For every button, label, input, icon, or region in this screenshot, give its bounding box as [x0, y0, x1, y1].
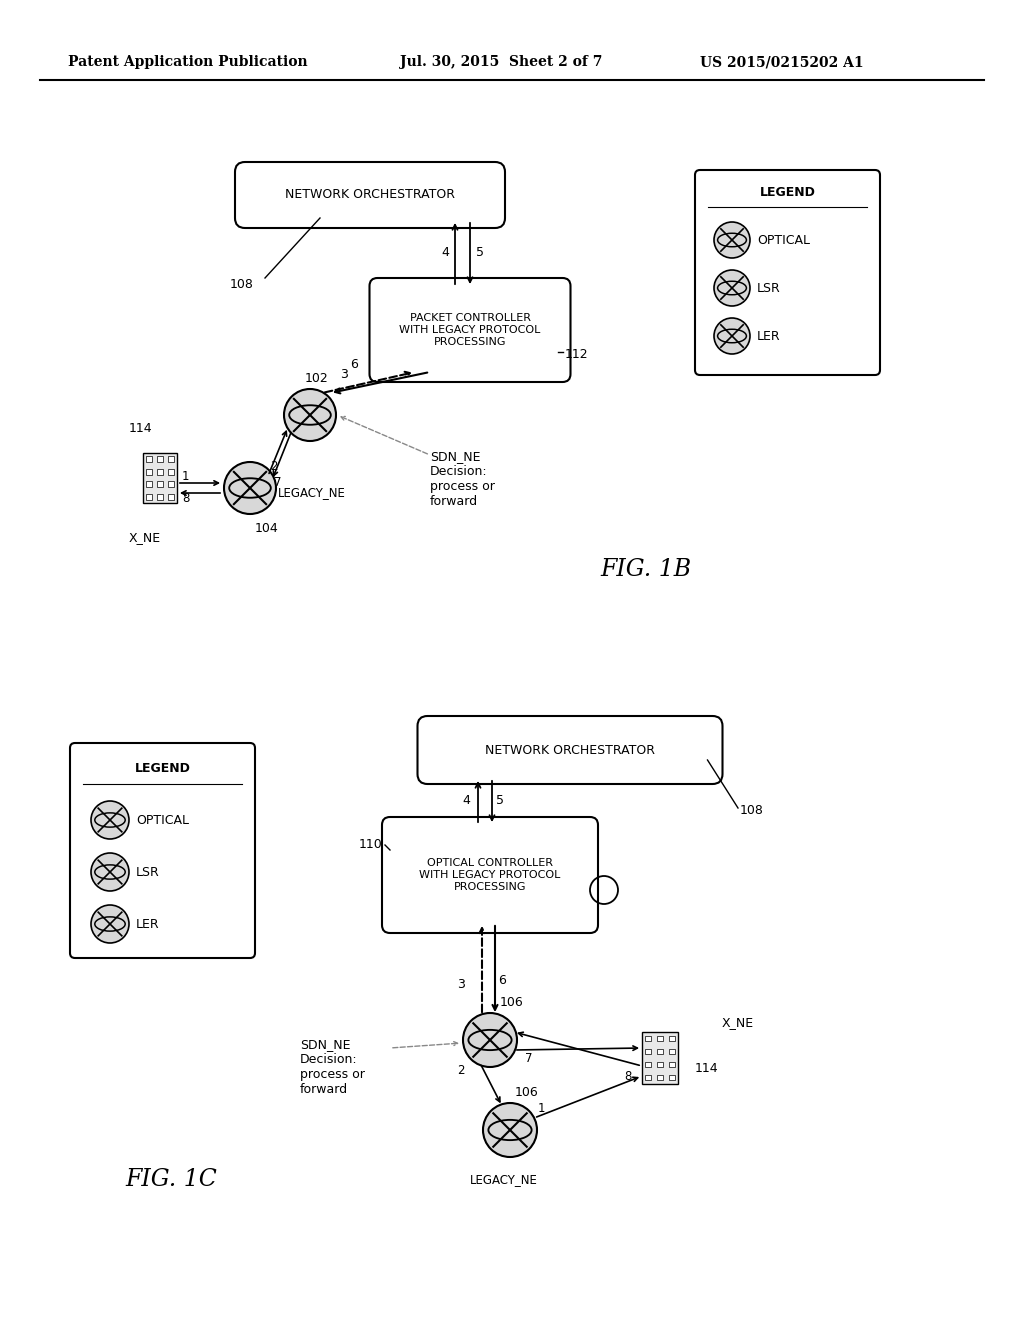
Text: LEGEND: LEGEND — [760, 186, 815, 199]
Text: 6: 6 — [350, 359, 357, 371]
Text: OPTICAL: OPTICAL — [136, 813, 189, 826]
Text: 5: 5 — [496, 793, 504, 807]
Text: 114: 114 — [695, 1061, 719, 1074]
Text: 3: 3 — [457, 978, 465, 991]
Text: X_NE: X_NE — [722, 1016, 754, 1030]
Text: 8: 8 — [182, 491, 189, 504]
Circle shape — [714, 271, 750, 306]
Circle shape — [483, 1104, 537, 1158]
Text: 2: 2 — [458, 1064, 465, 1077]
Bar — [143, 453, 177, 503]
Bar — [168, 457, 174, 462]
Bar — [157, 457, 163, 462]
Bar — [656, 1074, 664, 1081]
Text: 108: 108 — [740, 804, 764, 817]
Text: 1: 1 — [182, 470, 189, 483]
Text: 4: 4 — [462, 793, 470, 807]
Text: 104: 104 — [255, 521, 279, 535]
Bar — [669, 1036, 675, 1041]
Bar — [645, 1036, 651, 1041]
Text: OPTICAL CONTROLLER
WITH LEGACY PROTOCOL
PROCESSING: OPTICAL CONTROLLER WITH LEGACY PROTOCOL … — [419, 858, 561, 891]
Circle shape — [463, 1012, 517, 1067]
Circle shape — [714, 318, 750, 354]
Text: LER: LER — [757, 330, 780, 342]
Bar — [656, 1061, 664, 1068]
Text: LSR: LSR — [757, 281, 780, 294]
Text: LER: LER — [136, 917, 160, 931]
Text: 7: 7 — [525, 1052, 532, 1064]
Text: 102: 102 — [305, 372, 329, 385]
Text: 6: 6 — [498, 974, 506, 986]
FancyBboxPatch shape — [370, 279, 570, 381]
Bar — [669, 1048, 675, 1055]
Bar — [645, 1061, 651, 1068]
Text: 106: 106 — [500, 995, 523, 1008]
Bar — [157, 469, 163, 475]
Text: 1: 1 — [538, 1101, 546, 1114]
FancyBboxPatch shape — [234, 162, 505, 228]
Text: LEGACY_NE: LEGACY_NE — [470, 1173, 538, 1187]
Bar — [157, 482, 163, 487]
Circle shape — [714, 222, 750, 257]
Bar — [645, 1048, 651, 1055]
FancyBboxPatch shape — [382, 817, 598, 933]
Circle shape — [91, 906, 129, 942]
Text: SDN_NE
Decision:
process or
forward: SDN_NE Decision: process or forward — [430, 450, 495, 508]
Text: 5: 5 — [476, 246, 484, 259]
Bar — [656, 1048, 664, 1055]
Bar — [168, 482, 174, 487]
Text: 108: 108 — [230, 279, 254, 292]
Text: FIG. 1B: FIG. 1B — [600, 558, 691, 582]
Circle shape — [91, 801, 129, 840]
Text: PACKET CONTROLLER
WITH LEGACY PROTOCOL
PROCESSING: PACKET CONTROLLER WITH LEGACY PROTOCOL P… — [399, 313, 541, 347]
Bar — [145, 469, 152, 475]
FancyBboxPatch shape — [695, 170, 880, 375]
Text: NETWORK ORCHESTRATOR: NETWORK ORCHESTRATOR — [285, 189, 455, 202]
Text: FIG. 1C: FIG. 1C — [125, 1168, 217, 1192]
Bar — [642, 1032, 678, 1084]
Bar — [157, 494, 163, 499]
Text: 2: 2 — [270, 459, 278, 473]
Text: LEGACY_NE: LEGACY_NE — [278, 487, 346, 499]
Text: 110: 110 — [358, 838, 382, 851]
Text: 114: 114 — [128, 421, 152, 434]
Text: Jul. 30, 2015  Sheet 2 of 7: Jul. 30, 2015 Sheet 2 of 7 — [400, 55, 602, 69]
Text: Patent Application Publication: Patent Application Publication — [68, 55, 307, 69]
Bar — [145, 482, 152, 487]
Text: 7: 7 — [274, 477, 282, 490]
Text: US 2015/0215202 A1: US 2015/0215202 A1 — [700, 55, 863, 69]
Bar — [656, 1036, 664, 1041]
Text: OPTICAL: OPTICAL — [757, 234, 810, 247]
Text: X_NE: X_NE — [129, 532, 161, 544]
Bar — [168, 494, 174, 499]
Bar — [145, 494, 152, 499]
Text: 106: 106 — [515, 1085, 539, 1098]
Bar — [669, 1061, 675, 1068]
Text: NETWORK ORCHESTRATOR: NETWORK ORCHESTRATOR — [485, 743, 655, 756]
Text: 3: 3 — [340, 368, 348, 381]
FancyBboxPatch shape — [418, 715, 723, 784]
Text: 4: 4 — [441, 246, 449, 259]
Circle shape — [224, 462, 276, 513]
Circle shape — [91, 853, 129, 891]
Text: LSR: LSR — [136, 866, 160, 879]
Bar — [168, 469, 174, 475]
Circle shape — [284, 389, 336, 441]
Text: LEGEND: LEGEND — [134, 762, 190, 775]
Bar — [145, 457, 152, 462]
Bar — [645, 1074, 651, 1081]
Text: 8: 8 — [625, 1069, 632, 1082]
Bar — [669, 1074, 675, 1081]
Text: 112: 112 — [565, 348, 589, 362]
FancyBboxPatch shape — [70, 743, 255, 958]
Text: SDN_NE
Decision:
process or
forward: SDN_NE Decision: process or forward — [300, 1038, 365, 1096]
